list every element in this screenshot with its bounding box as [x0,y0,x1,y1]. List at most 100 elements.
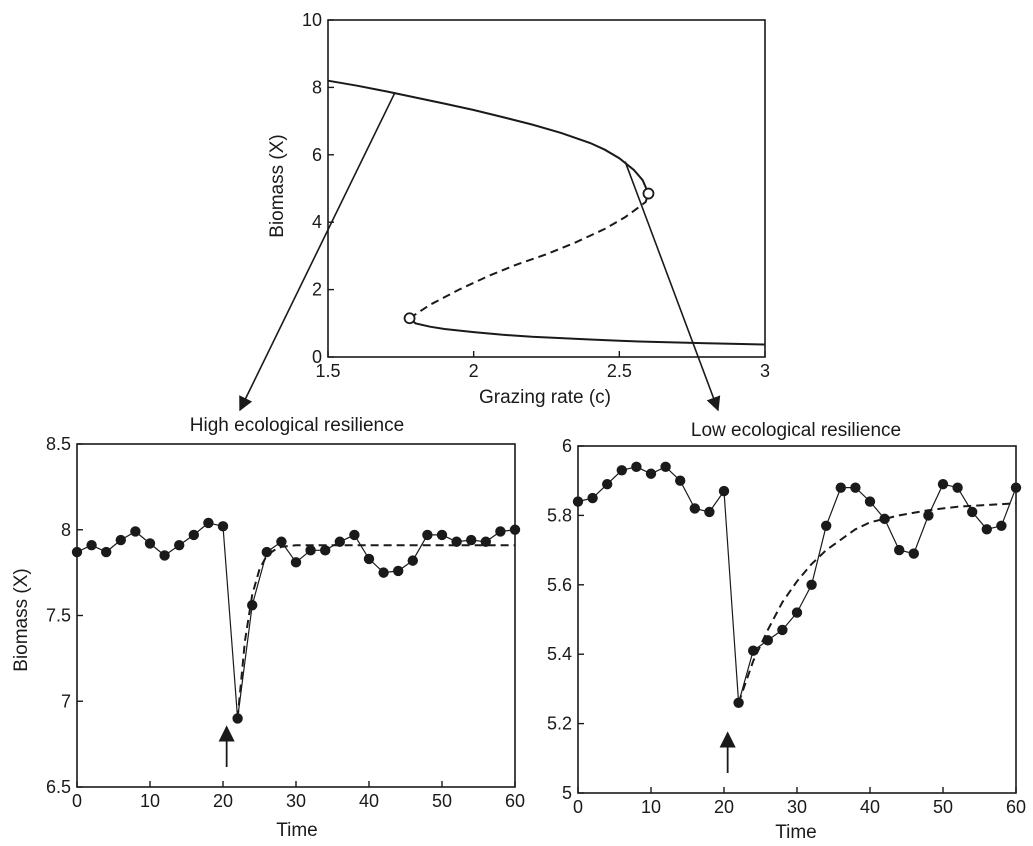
bifurcation-fold-point [403,312,416,325]
high-resilience-data-point [247,600,258,611]
connector-arrow-to-high-resilience-icon [239,92,396,412]
low-resilience-data-point [996,520,1007,532]
bifurcation-x-tick-label: 1.5 [315,361,340,381]
low-resilience-title: Low ecological resilience [691,420,901,441]
high-resilience-data-point [144,538,156,549]
high-resilience-data-point [495,526,506,537]
low-resilience-data-point [879,513,890,525]
bifurcation-x-axis-label: Grazing rate (c) [479,387,611,408]
low-resilience-y-tick-label: 6 [562,436,572,456]
low-resilience-data-point [952,482,963,493]
high-resilience-data-point [71,546,83,558]
high-resilience-x-tick-label: 30 [286,791,306,811]
high-resilience-data-point [407,555,418,566]
low-resilience-plot-frame [577,445,1017,794]
low-resilience-data-point [821,520,832,532]
bifurcation-y-tick-label: 10 [302,10,322,30]
low-resilience-data-point [660,461,671,473]
low-resilience-data-point [835,482,846,493]
low-resilience-data-point [616,465,627,476]
high-resilience-y-tick-label: 7.5 [46,606,71,626]
low-resilience-data-point [923,510,934,521]
low-resilience-x-tick-label: 20 [714,797,734,817]
low-resilience-data-point [981,524,992,535]
high-resilience-data-point [276,536,287,547]
high-resilience-data-point [203,517,214,529]
low-resilience-y-tick-label: 5.4 [547,644,572,664]
high-resilience-data-point [436,529,448,541]
high-resilience-data-point [305,545,316,556]
high-resilience-x-tick-label: 10 [140,791,160,811]
bifurcation-stable-lower-line [408,317,766,346]
high-resilience-x-tick-label: 20 [213,791,233,811]
low-resilience-x-tick-label: 50 [933,797,953,817]
bifurcation-x-tick-label: 2.5 [607,361,632,381]
low-resilience-data-point [1010,482,1022,493]
low-resilience-x-tick-label: 60 [1006,797,1026,817]
high-resilience-data-point [393,565,404,577]
low-resilience-y-tick-label: 5.8 [547,505,572,525]
bifurcation-y-tick-label: 6 [312,145,322,165]
high-resilience-data-point [130,526,141,537]
high-resilience-panel: High ecological resilience Time Biomass … [11,415,525,841]
low-resilience-y-tick-label: 5 [562,783,572,803]
high-resilience-data-point [174,539,185,551]
high-resilience-data-point [115,534,127,546]
low-resilience-data-point [587,492,598,504]
bifurcation-x-tick-label: 3 [760,361,770,381]
bifurcation-plot-frame [327,19,766,358]
bifurcation-y-tick-label: 2 [312,280,322,300]
bifurcation-panel: Grazing rate (c) Biomass (X) 1.5 2 2.5 3 0 2 4… [267,10,770,408]
bifurcation-stable-upper-line [327,79,650,195]
low-resilience-data-point [967,506,978,518]
bifurcation-y-tick-label: 4 [312,212,322,232]
low-resilience-data-point [894,544,905,556]
low-resilience-data-point [631,461,642,473]
high-resilience-title: High ecological resilience [190,415,404,436]
low-resilience-data-point [777,624,788,636]
low-resilience-data-point [602,478,613,490]
low-resilience-x-tick-label: 30 [787,797,807,817]
high-resilience-y-axis-label: Biomass (X) [11,568,32,671]
high-resilience-data-point [217,521,229,532]
low-resilience-data-point [748,645,759,656]
low-resilience-data-point [864,496,876,507]
high-resilience-data-point [466,534,477,546]
high-resilience-data-point [363,553,375,565]
high-resilience-data-point [101,546,112,558]
high-resilience-y-tick-label: 8 [61,520,71,540]
low-resilience-x-tick-label: 0 [573,797,583,817]
high-resilience-data-point [509,524,521,535]
low-resilience-y-tick-label: 5.6 [547,575,572,595]
low-resilience-observed-line [577,466,1017,703]
high-resilience-y-tick-label: 7 [61,691,71,711]
high-resilience-data-point [290,557,302,568]
low-resilience-data-point [806,579,817,590]
low-resilience-data-point [937,478,949,490]
high-resilience-x-tick-label: 60 [505,791,525,811]
low-resilience-data-point [850,482,861,493]
low-resilience-data-point [791,607,803,618]
low-resilience-panel: Low ecological resilience Time 0 10 20 30 40… [547,420,1026,843]
low-resilience-data-point [675,475,686,486]
high-resilience-data-point [86,539,97,551]
low-resilience-x-tick-label: 10 [641,797,661,817]
low-resilience-data-point [572,496,584,507]
bifurcation-unstable-line [409,193,650,320]
high-resilience-data-point [349,529,360,541]
low-resilience-x-axis-label: Time [775,822,817,843]
low-resilience-data-point [689,503,700,514]
connector-arrow-to-low-resilience-icon [624,161,721,412]
high-resilience-observed-line [76,522,516,719]
low-resilience-data-point [908,548,919,559]
bifurcation-y-tick-label: 8 [312,77,322,97]
low-resilience-recovery-fit-line [737,502,1017,704]
low-resilience-y-tick-label: 5.2 [547,714,572,734]
high-resilience-recovery-fit-line [236,544,515,719]
high-resilience-y-tick-label: 8.5 [46,434,71,454]
high-resilience-y-tick-label: 6.5 [46,777,71,797]
high-resilience-x-tick-label: 50 [432,791,452,811]
high-resilience-x-axis-label: Time [276,820,318,841]
high-resilience-data-point [422,529,433,541]
